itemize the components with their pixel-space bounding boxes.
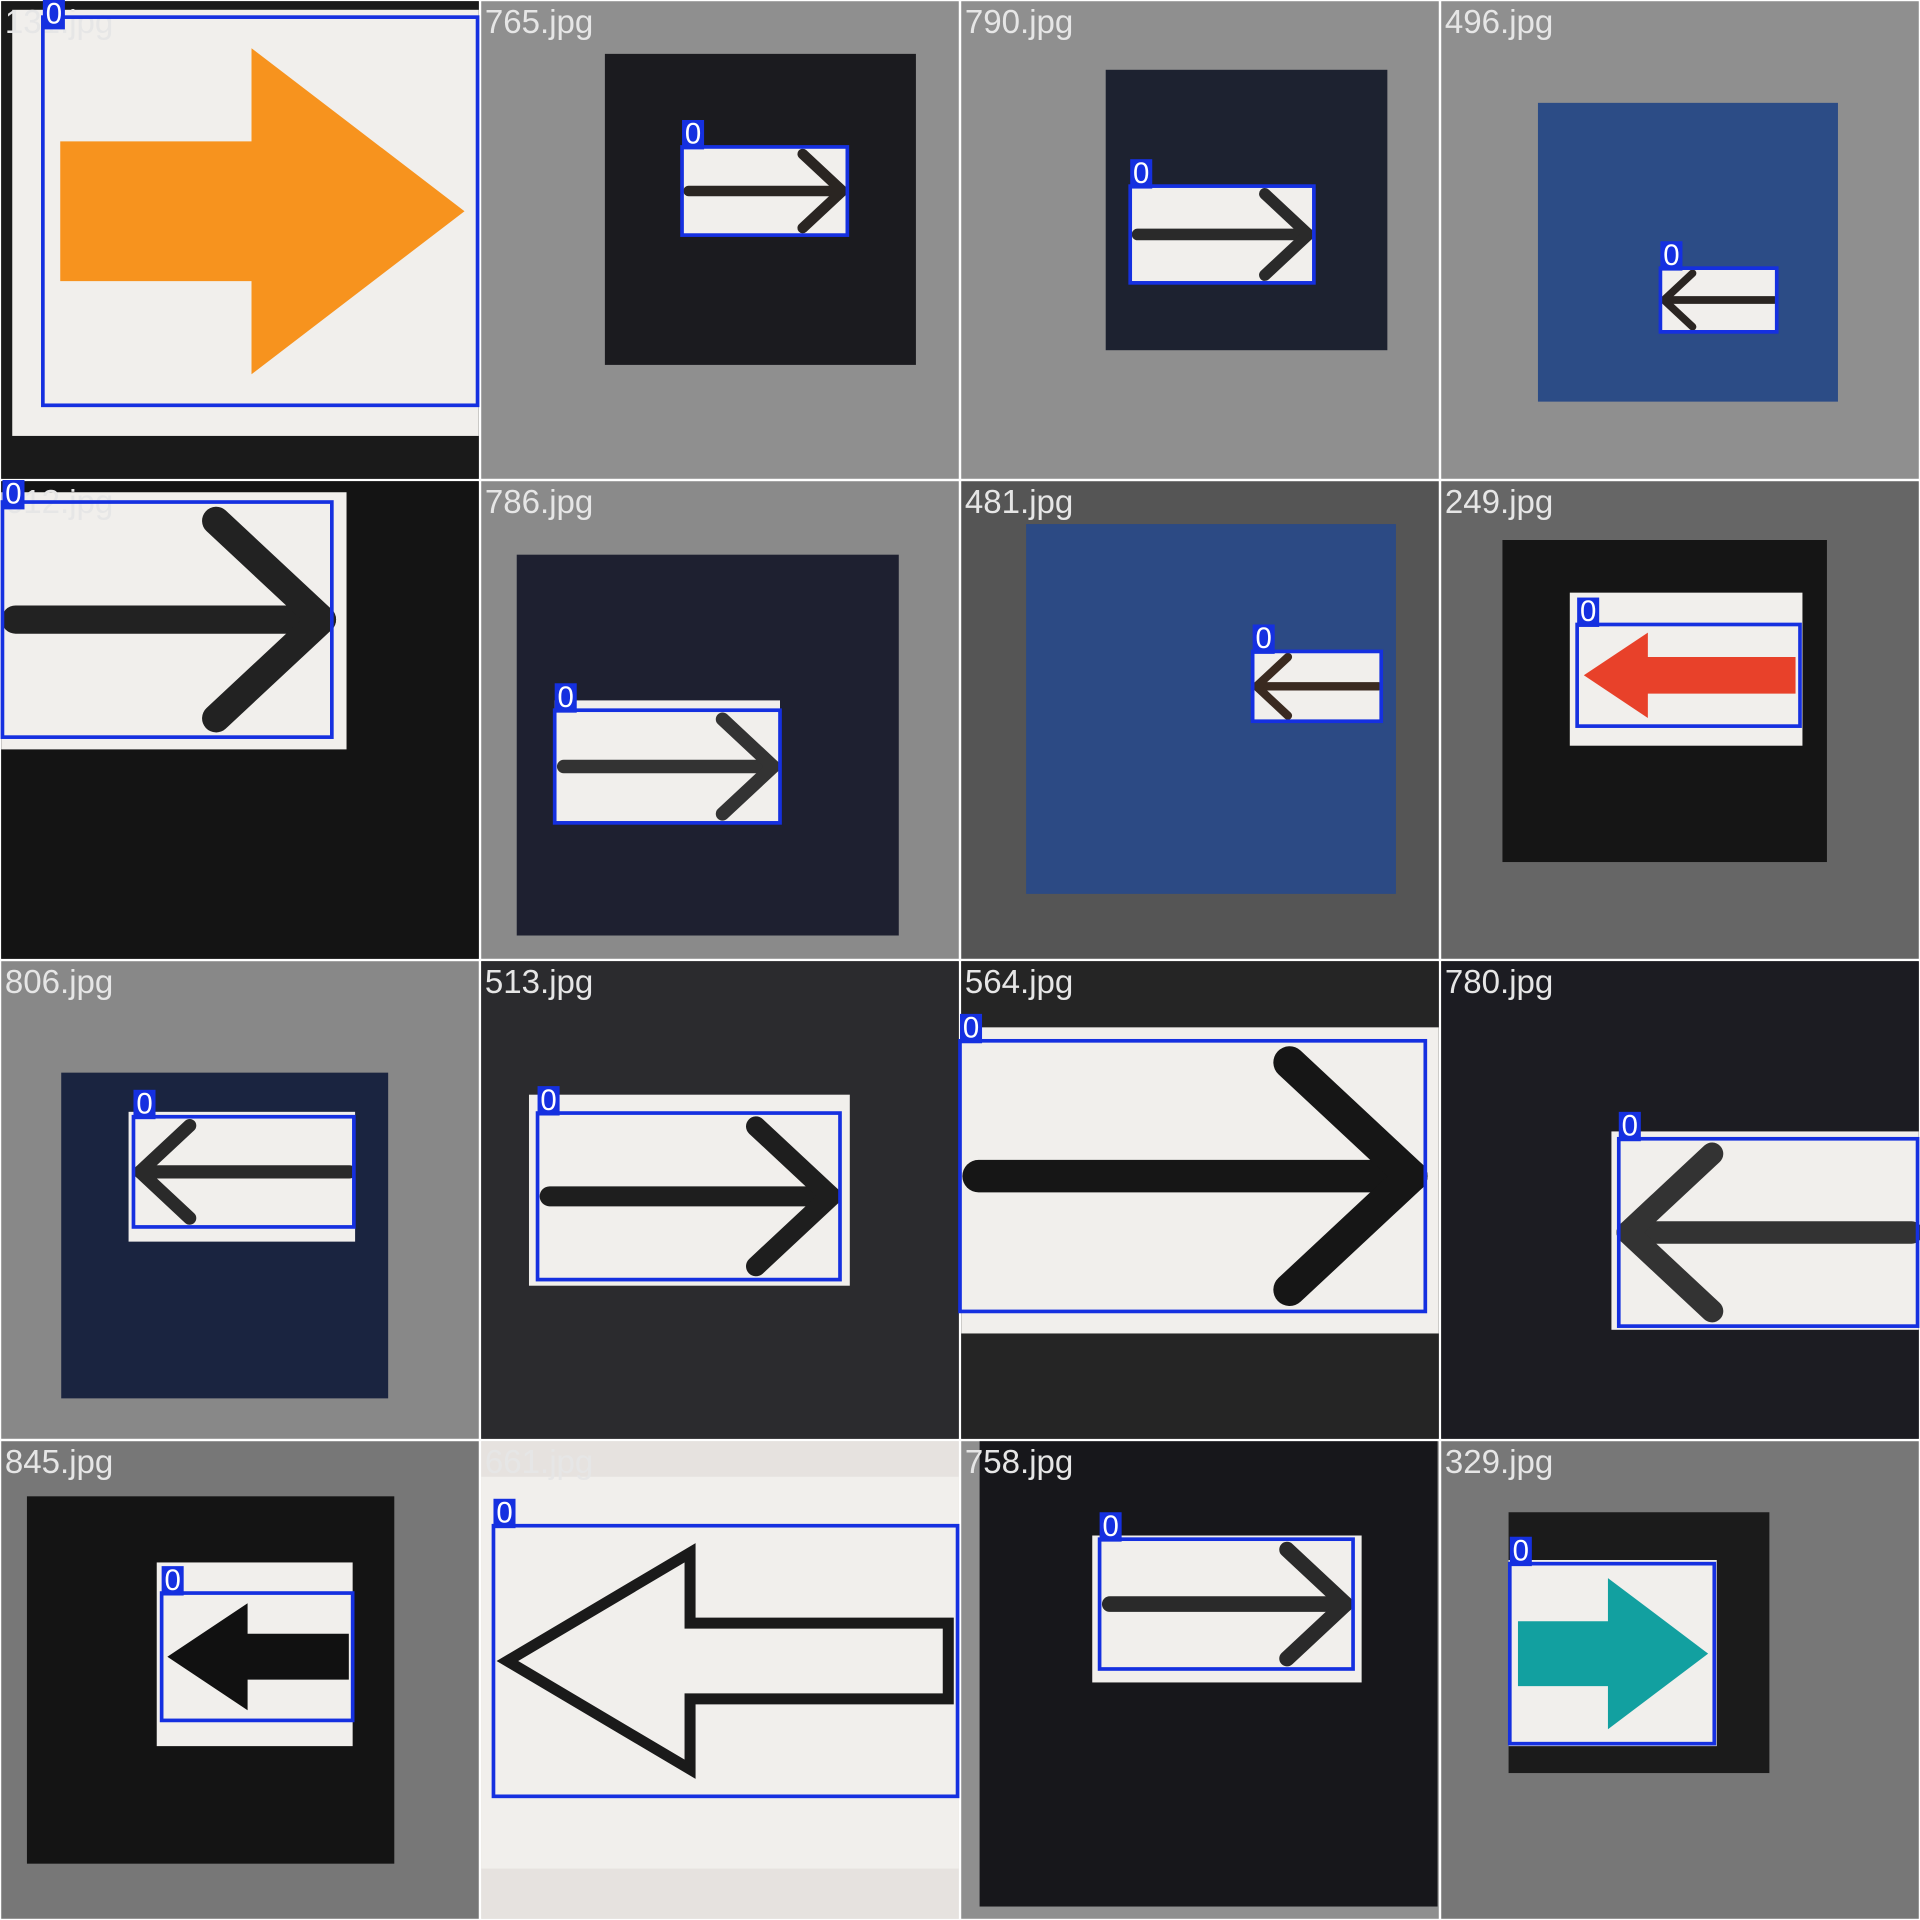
bounding-box	[1658, 266, 1779, 334]
box-label-bg	[554, 683, 577, 713]
bounding-box	[1507, 1561, 1717, 1746]
arrow-head	[1279, 1541, 1354, 1667]
box-label-bg	[42, 0, 65, 30]
tile: 780.jpg 0	[1441, 961, 1920, 1439]
file-name: 780.jpg	[1445, 964, 1553, 1001]
box-label-bg	[133, 1089, 156, 1120]
box-label: 0	[685, 118, 701, 151]
box-label-bg	[161, 1566, 184, 1596]
file-name: 758.jpg	[965, 1444, 1073, 1481]
box-label-bg	[1252, 624, 1275, 654]
box-label-bg	[493, 1498, 516, 1529]
arrow-head	[1273, 1046, 1428, 1307]
arrow-head	[797, 148, 848, 234]
file-name: 845.jpg	[5, 1444, 113, 1481]
bounding-box	[1616, 1136, 1920, 1328]
arrow-head	[1252, 652, 1293, 720]
tile: 790.jpg 0	[961, 1, 1439, 479]
sign	[481, 1476, 959, 1869]
box-label: 0	[1663, 239, 1679, 272]
box-label-bg	[2, 480, 25, 510]
bounding-box	[131, 1114, 356, 1229]
tile: 564.jpg 0	[958, 961, 1439, 1439]
tile: 513.jpg 0	[481, 961, 959, 1439]
file-name: 329.jpg	[1445, 1444, 1553, 1481]
bounding-box	[1250, 649, 1384, 724]
bounding-box	[491, 1523, 960, 1799]
arrow	[167, 1603, 349, 1711]
box-label: 0	[1102, 1510, 1118, 1543]
box-label: 0	[558, 681, 574, 714]
box-label-bg	[960, 1013, 983, 1044]
arrow-head	[133, 1118, 197, 1225]
bounding-box	[535, 1111, 842, 1282]
file-name: 249.jpg	[1445, 484, 1553, 521]
box-label: 0	[963, 1012, 979, 1045]
file-name: 765.jpg	[485, 4, 593, 41]
file-name: 564.jpg	[965, 964, 1073, 1001]
tile: 329.jpg 0	[1441, 1441, 1919, 1919]
tile: 758.jpg 0	[961, 1441, 1439, 1919]
file-name: 513.jpg	[485, 964, 593, 1001]
arrow-head	[1616, 1142, 1724, 1323]
bounding-box	[1097, 1537, 1355, 1671]
arrow-head	[715, 712, 780, 821]
file-name: 806.jpg	[5, 964, 113, 1001]
arrow-head	[745, 1116, 841, 1277]
file-name: 481.jpg	[965, 484, 1073, 521]
file-name: 661.jpg	[485, 1444, 593, 1481]
bounding-box	[1575, 622, 1802, 728]
box-label-bg	[1618, 1111, 1641, 1142]
photo	[1537, 102, 1838, 402]
bounding-box	[680, 145, 850, 237]
tile: 845.jpg 0	[1, 1441, 479, 1919]
box-label: 0	[1256, 622, 1272, 655]
box-label-bg	[537, 1086, 560, 1116]
box-label: 0	[164, 1564, 180, 1597]
tile: 661.jpg 0	[481, 1441, 960, 1919]
bounding-box	[0, 500, 334, 739]
arrow	[1583, 632, 1796, 718]
box-label: 0	[1133, 157, 1149, 190]
file-name: 786.jpg	[485, 484, 593, 521]
bounding-box	[552, 708, 782, 825]
box-label: 0	[1580, 595, 1596, 628]
file-name: 790.jpg	[965, 4, 1073, 41]
bounding-box	[958, 1038, 1428, 1314]
arrow-head	[1660, 269, 1697, 331]
box-label-bg	[1509, 1536, 1532, 1567]
arrow	[1517, 1578, 1709, 1730]
tile: 765.jpg 0	[481, 1, 959, 479]
box-label: 0	[1622, 1110, 1638, 1143]
tile: 249.jpg 0	[1441, 481, 1919, 959]
arrow-head	[202, 506, 337, 733]
box-label: 0	[1513, 1534, 1529, 1567]
tile: 806.jpg 0	[1, 961, 479, 1439]
box-label: 0	[540, 1084, 556, 1117]
bounding-box	[159, 1591, 355, 1723]
file-name: 496.jpg	[1445, 4, 1553, 41]
box-label: 0	[46, 0, 62, 31]
box-label-bg	[1660, 241, 1683, 271]
tile: 481.jpg 0	[961, 481, 1439, 959]
box-label: 0	[5, 478, 21, 511]
arrow	[496, 1543, 954, 1779]
arrow-head	[1259, 188, 1315, 281]
box-label: 0	[136, 1087, 152, 1120]
box-label-bg	[682, 120, 705, 150]
box-label-bg	[1130, 159, 1153, 189]
box-label-bg	[1099, 1512, 1122, 1542]
tile: 496.jpg 0	[1441, 1, 1919, 479]
arrow	[60, 48, 465, 375]
box-label-bg	[1577, 597, 1600, 627]
box-label: 0	[496, 1496, 512, 1529]
bounding-box	[41, 15, 480, 408]
tile: 786.jpg 0	[481, 481, 959, 959]
bounding-box	[1128, 184, 1316, 285]
